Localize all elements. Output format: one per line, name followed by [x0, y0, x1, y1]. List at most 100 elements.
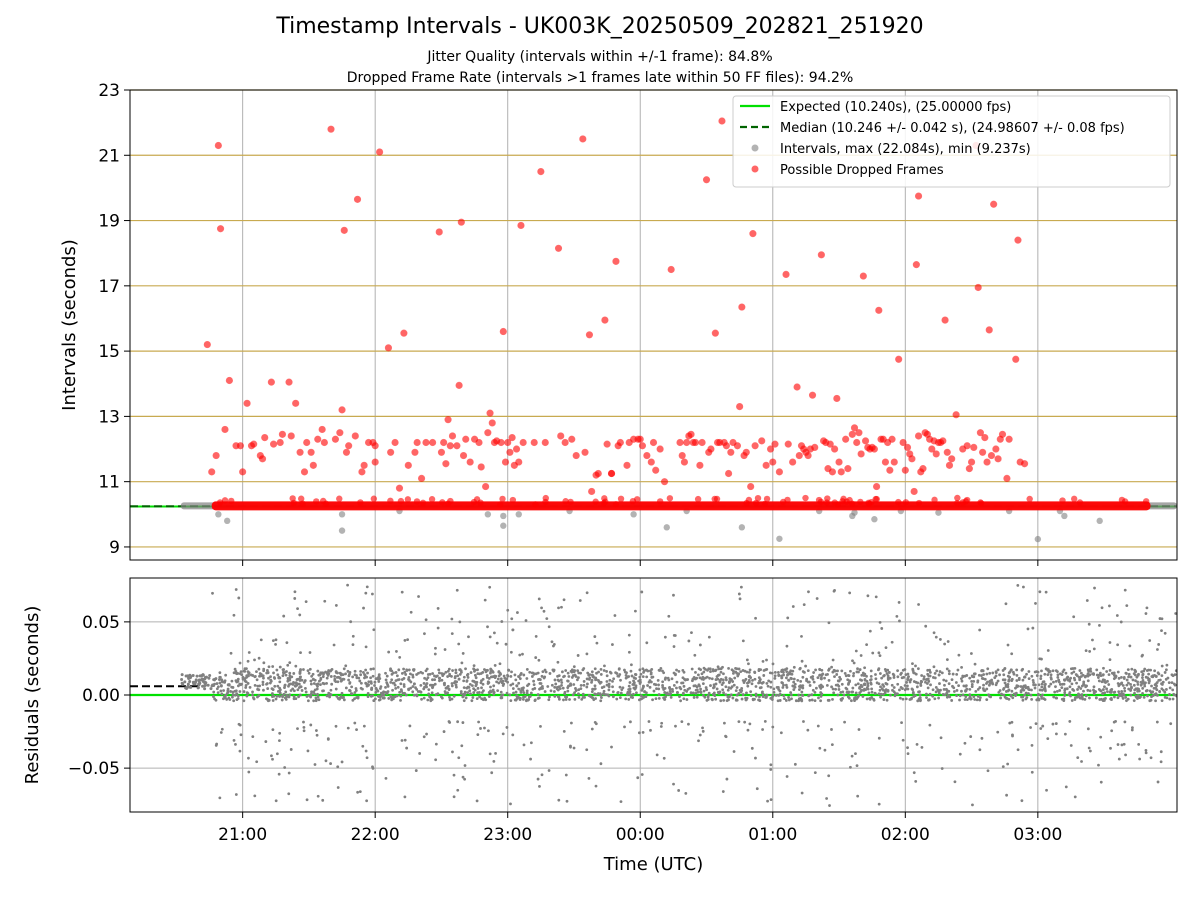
- residual-point: [605, 674, 609, 678]
- interval-point: [776, 535, 783, 542]
- dropped-frame-point: [603, 440, 611, 448]
- residual-point: [933, 671, 937, 675]
- dropped-frame-point: [902, 499, 910, 506]
- residual-point: [1070, 671, 1074, 675]
- residual-point: [843, 671, 847, 675]
- dropped-frame-point: [766, 445, 775, 453]
- residual-point: [366, 695, 370, 699]
- residual-point: [1144, 612, 1148, 615]
- residual-point: [1160, 664, 1164, 668]
- residual-point: [464, 696, 468, 700]
- residual-point: [675, 686, 678, 690]
- residual-point: [950, 678, 954, 681]
- residual-point: [430, 683, 434, 687]
- residual-point: [932, 665, 936, 669]
- dropped-frame-point: [428, 496, 436, 503]
- residual-point: [253, 675, 257, 679]
- residual-point: [367, 680, 371, 684]
- residual-point: [823, 676, 826, 680]
- residual-point: [878, 654, 882, 658]
- residual-point: [1144, 751, 1148, 755]
- residual-point: [308, 667, 312, 671]
- residual-point: [659, 666, 663, 670]
- residual-point: [1103, 691, 1107, 695]
- residual-point: [785, 686, 789, 689]
- residual-point: [854, 752, 857, 756]
- residual-point: [857, 728, 861, 731]
- residual-point: [754, 616, 757, 620]
- residual-point: [634, 677, 637, 680]
- residual-point: [850, 754, 854, 758]
- residual-point: [1046, 737, 1050, 741]
- residual-point: [879, 692, 883, 696]
- residual-point: [325, 694, 329, 698]
- residual-point: [1130, 728, 1134, 732]
- residual-point: [394, 671, 398, 674]
- residual-point: [424, 669, 428, 673]
- residual-point: [239, 733, 243, 737]
- residual-point: [840, 669, 844, 673]
- residual-point: [919, 679, 923, 683]
- residual-point: [914, 664, 917, 668]
- dropped-frame-point: [749, 230, 757, 238]
- residual-point: [694, 677, 698, 681]
- dropped-frame-point: [711, 329, 719, 337]
- residual-point: [278, 739, 281, 743]
- residual-point: [585, 748, 589, 752]
- residual-point: [630, 695, 634, 699]
- residual-point: [870, 690, 874, 694]
- dropped-frame-point: [314, 435, 322, 443]
- residual-point: [450, 682, 454, 685]
- residual-point: [533, 698, 537, 702]
- residual-point: [881, 688, 885, 692]
- residual-point: [267, 665, 271, 669]
- residual-point: [1004, 602, 1008, 606]
- residual-point: [593, 684, 597, 688]
- residual-point: [1077, 692, 1080, 696]
- residual-point: [834, 687, 838, 691]
- residual-point: [836, 693, 840, 697]
- residual-point: [240, 673, 244, 677]
- residual-point: [807, 693, 811, 697]
- residual-point: [481, 677, 485, 681]
- residual-point: [1038, 688, 1042, 692]
- residual-point: [450, 632, 454, 636]
- residual-point: [218, 796, 222, 800]
- dropped-frame-point: [691, 438, 700, 447]
- residual-point: [482, 689, 485, 693]
- residual-point: [224, 673, 228, 677]
- residual-point: [675, 680, 679, 684]
- dropped-frame-point: [784, 440, 792, 448]
- residual-point: [219, 675, 222, 679]
- residual-point: [278, 689, 282, 693]
- dropped-frame-point: [236, 442, 245, 450]
- residual-point: [858, 668, 862, 671]
- residual-point: [1016, 748, 1020, 752]
- residual-point: [231, 686, 235, 689]
- residual-point: [827, 774, 831, 778]
- residual-point: [502, 674, 506, 678]
- residual-point: [1022, 585, 1025, 589]
- residual-point: [564, 669, 568, 672]
- x-tick-label: 00:00: [616, 825, 665, 845]
- residual-point: [588, 676, 592, 680]
- residual-point: [231, 695, 234, 699]
- dropped-frame-point: [371, 458, 379, 466]
- residual-point: [600, 686, 604, 689]
- residual-point: [863, 683, 867, 686]
- residual-point: [566, 679, 569, 683]
- residual-point: [1157, 643, 1161, 646]
- residual-point: [1009, 693, 1013, 697]
- residual-point: [419, 670, 423, 674]
- residual-point: [1116, 696, 1120, 700]
- residual-point: [259, 638, 263, 642]
- residual-point: [1043, 683, 1047, 687]
- residual-point: [1168, 693, 1171, 696]
- residual-point: [478, 695, 481, 699]
- residual-point: [272, 671, 275, 675]
- residual-point: [654, 697, 658, 700]
- residual-point: [649, 669, 652, 673]
- dropped-frame-point: [515, 458, 523, 466]
- residual-point: [525, 691, 529, 695]
- residual-point: [628, 693, 632, 696]
